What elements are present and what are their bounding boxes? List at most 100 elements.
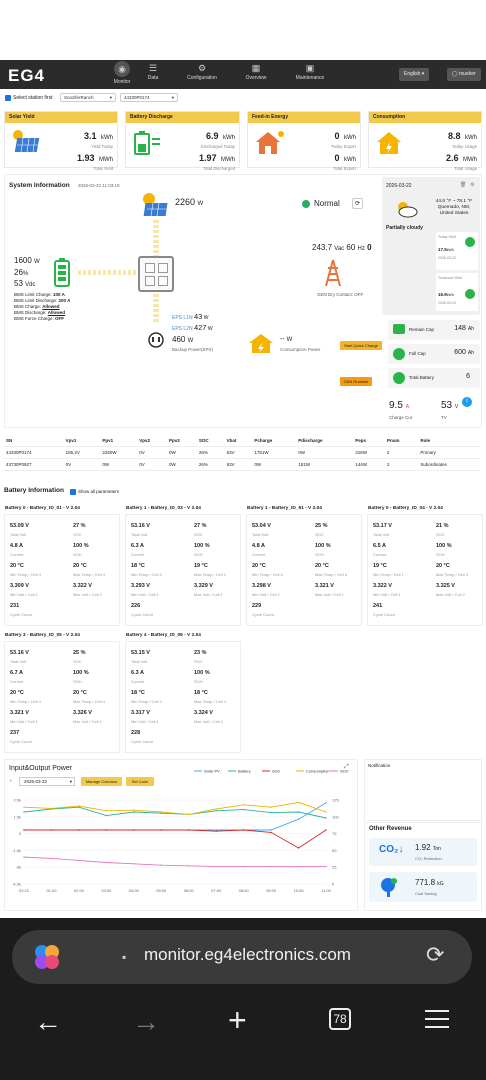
serial-value: 44330P0174	[124, 95, 150, 100]
top-nav: EG4 ◉ Monitor ☰ Data ⚙ Configuration ▦ Overv…	[0, 60, 486, 89]
usage-total-value: 2.6	[446, 153, 459, 163]
back-icon[interactable]: ←	[34, 1006, 62, 1037]
gen-runtime-button[interactable]: GEN Runtime	[340, 377, 372, 386]
soc-value: 23 %	[194, 650, 207, 656]
battery-card-title: Battery 4 - Battery_ID_06 - V 2.04	[126, 633, 201, 638]
nav-configuration[interactable]: ⚙ Configuration	[176, 63, 228, 81]
y-tick-label-left: -3k	[15, 865, 21, 870]
tabs-button[interactable]: 78	[329, 1008, 351, 1030]
co2-unit: Ton	[432, 846, 441, 852]
eps-flow-line	[153, 294, 159, 324]
eps-l1n-value: 43	[193, 312, 203, 321]
solar-today-value: 3.1	[84, 131, 97, 141]
battery-discharge-icon	[134, 131, 160, 155]
data-point	[297, 818, 300, 820]
house-consumption-icon	[377, 132, 401, 154]
total-volt-label: Total Volt	[10, 659, 27, 664]
table-header: Role	[418, 435, 480, 447]
serial-select[interactable]: 44330P0174 ▾	[120, 93, 178, 102]
nav-data[interactable]: ☰ Data	[127, 63, 179, 81]
table-cell: Primary	[418, 446, 480, 459]
soh-value: 100 %	[194, 670, 210, 676]
nav-overview[interactable]: ▦ Overview	[230, 63, 282, 81]
min-temp-label: Min Temp / Cell 4	[10, 699, 41, 704]
pv-panel-icon	[143, 193, 169, 217]
table-header: Pcharge	[252, 435, 297, 447]
pv-power-unit: W	[197, 201, 204, 207]
battery-card: Battery 1 - Battery_ID_03 - V 2.04 53.16 …	[125, 506, 241, 626]
new-tab-icon[interactable]: +	[228, 1002, 247, 1038]
copilot-icon[interactable]	[34, 944, 60, 970]
cycle-count-label: Cycle Count	[131, 739, 153, 744]
set-color-button[interactable]: Set Color	[126, 777, 154, 786]
trash-icon[interactable]: 🗑	[460, 182, 467, 188]
series-line-grid	[24, 829, 327, 849]
tab-count: 78	[333, 1012, 347, 1026]
nav-monitor-label: Monitor	[113, 79, 131, 85]
min-temp-value: 18 °C	[131, 690, 145, 696]
reload-icon[interactable]: ⟳	[426, 942, 445, 967]
data-point	[242, 804, 245, 806]
battery-power-value: 1600	[14, 256, 32, 265]
expand-icon[interactable]: ⤢	[344, 764, 349, 770]
table-header: Vpv1	[63, 435, 101, 447]
nav-maintenance[interactable]: ▣ Maintenance	[284, 63, 336, 81]
soh-value: 100 %	[315, 543, 331, 549]
info-icon[interactable]: !	[462, 397, 472, 407]
table-header: Pdischarge	[296, 435, 354, 447]
weather-date: 2026-03-22	[386, 183, 412, 189]
language-select[interactable]: English ▾	[399, 68, 430, 81]
revenue-title: Other Revenue	[369, 826, 412, 832]
database-icon: ☰	[148, 63, 158, 73]
full-cap-row: Full Cap 600 Ah	[388, 344, 480, 364]
date-picker[interactable]: 2026-03-22 ▾	[19, 777, 75, 786]
min-temp-value: 19 °C	[373, 563, 387, 569]
card-title: Solar Yield	[5, 112, 117, 123]
start-quick-charge-button[interactable]: Start Quick Charge	[340, 341, 382, 350]
station-selector-bar: Select station first SnoziferRanch ▾ 443…	[0, 89, 486, 107]
settings-icon[interactable]: ⚙	[470, 182, 475, 188]
table-row[interactable]: 43730P0927 0V 0W 0V 0W 26% 53V 0W 151W 144W 2 Subor…	[4, 458, 480, 471]
table-cell: 53V	[224, 458, 253, 471]
logo: EG4	[8, 66, 46, 85]
pv-flow-line	[153, 220, 159, 256]
remain-cap-label: Remain Cap	[409, 327, 435, 332]
consumption-power-label: Consumption Power	[280, 347, 321, 352]
tv-label: TV	[441, 415, 447, 420]
battery-power-unit: W	[34, 259, 40, 265]
soh-value: 100 %	[73, 543, 89, 549]
refresh-button[interactable]: ⟳	[352, 198, 363, 209]
y-tick-label-right: 25	[332, 865, 337, 870]
grid-power: 0	[367, 243, 372, 252]
card-title: Battery Discharge	[126, 112, 239, 123]
table-row[interactable]: 44330P0174 185.2V 2260W 0V 0W 26% 53V 1751W 0W 31…	[4, 446, 480, 459]
y-tick-label-left: -1.5k	[12, 848, 21, 853]
select-station-checkbox[interactable]	[5, 95, 11, 101]
prev-date-icon[interactable]: ‹	[10, 778, 12, 784]
gear-icon: ⚙	[197, 63, 207, 73]
table-cell: 0V	[137, 446, 168, 459]
max-temp-value: 18 °C	[194, 690, 208, 696]
battery-info-title: Battery Information	[4, 487, 64, 494]
station-select[interactable]: SnoziferRanch ▾	[60, 93, 116, 102]
backup-power-label: Backup Power(EPS)	[172, 347, 214, 352]
data-point	[215, 810, 217, 812]
tomorrow-yield-date: 2026-03-23	[438, 301, 456, 305]
io-chart-panel	[4, 759, 358, 911]
show-all-checkbox[interactable]	[70, 489, 76, 495]
solar-yield-card: Solar Yield 3.1 kWh Yield Today 1.93 MWh T…	[4, 111, 118, 171]
cycle-count-label: Cycle Count	[252, 612, 274, 617]
address-bar[interactable]: ▪ monitor.eg4electronics.com ⟳	[12, 930, 472, 984]
manage-columns-button[interactable]: Manage Columns	[81, 777, 122, 786]
user-menu[interactable]: ◯ rsueker	[447, 68, 481, 81]
menu-icon[interactable]	[425, 1010, 449, 1028]
max-volt-label: Max Volt / Cell 2	[73, 592, 102, 597]
forward-icon[interactable]: →	[132, 1006, 160, 1037]
max-volt-label: Max Volt / Cell 1	[315, 592, 344, 597]
bms-row: BMS Limit Discharge: 200 A	[14, 298, 70, 304]
min-volt-label: Min Volt / Cell 1	[10, 592, 38, 597]
data-point	[325, 865, 327, 868]
nav-monitor[interactable]: ◉ Monitor	[96, 61, 148, 85]
max-volt-value: 3.324 V	[194, 710, 213, 716]
data-point	[23, 811, 25, 813]
